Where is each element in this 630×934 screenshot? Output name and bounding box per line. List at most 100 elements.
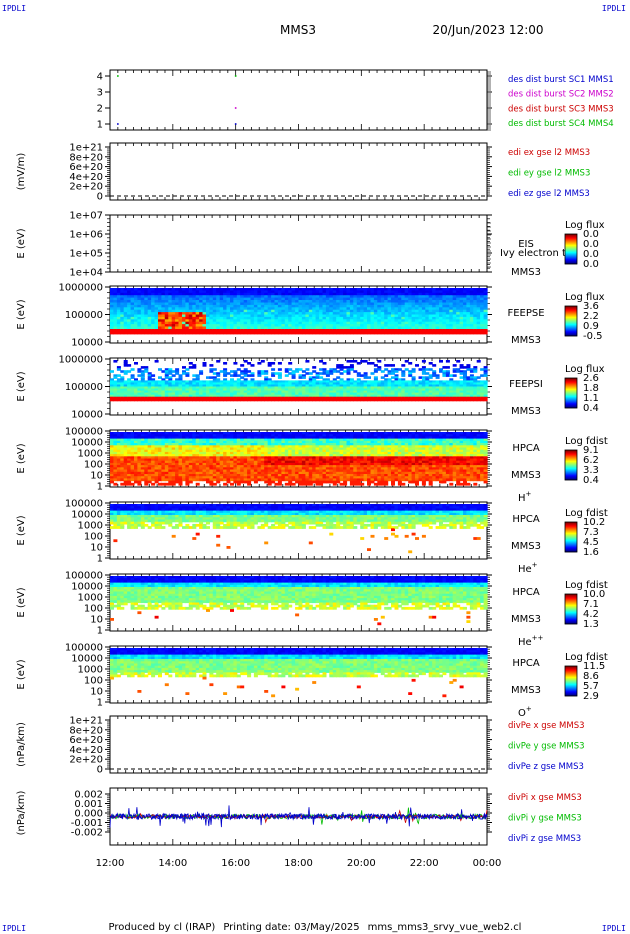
heatmap-cell [171,438,176,442]
heatmap-cell [247,388,252,392]
heatmap-cell [353,321,358,325]
heatmap-cell [140,331,145,335]
heatmap-cell [288,394,293,398]
heatmap-cell [404,390,409,394]
heatmap-cell [428,307,433,311]
heatmap-cell [277,309,282,313]
heatmap-cell [120,295,125,299]
heatmap-cell [415,292,419,296]
heatmap-cell [336,307,341,311]
heatmap-cell [260,295,265,299]
heatmap-cell [188,386,193,390]
heatmap-cell [178,394,183,398]
heatmap-cell [322,295,327,299]
heatmap-cell [425,384,430,388]
heatmap-cell [137,449,142,453]
heatmap-cell [363,398,368,402]
heatmap-cell [140,438,145,442]
heatmap-cell [110,302,114,306]
heatmap-cell [134,456,138,460]
heatmap-cell [421,307,426,311]
heatmap-cell [192,314,197,318]
heatmap-cell [418,304,423,308]
heatmap-cell [230,380,234,383]
heatmap-cell [315,388,320,392]
heatmap-cell [168,471,173,475]
heatmap-cell [476,329,481,332]
heatmap-cell [250,386,255,390]
heatmap-cell [404,329,409,332]
heatmap-cell [483,388,488,392]
heatmap-cell [329,396,334,400]
heatmap-cell [277,374,282,377]
heatmap-cell [459,366,464,369]
heatmap-cell [421,319,426,323]
heatmap-cell [116,382,121,385]
heatmap-cell [411,370,416,373]
heatmap-cell [137,297,142,301]
y-tick-label: 1e+07 [69,211,103,222]
heatmap-cell [363,384,368,388]
heatmap-cell [147,324,152,328]
heatmap-cell [144,368,149,371]
heatmap-cell [391,326,395,330]
heatmap-cell [140,447,145,451]
heatmap-cell [284,316,289,320]
heatmap-cell [223,290,228,294]
heatmap-cell [209,392,214,396]
heatmap-cell [295,307,300,311]
heatmap-cell [301,302,306,306]
heatmap-cell [449,295,454,299]
heatmap-cell [319,321,324,325]
heatmap-cell [336,396,341,400]
heatmap-cell [336,326,341,330]
heatmap-cell [387,309,392,313]
heatmap-cell [346,295,351,299]
heatmap-cell [219,394,224,398]
heatmap-cell [425,376,430,379]
heatmap-cell [110,394,114,398]
heatmap-cell [353,386,358,390]
heatmap-cell [380,376,385,379]
heatmap-cell [120,314,125,318]
heatmap-cell [161,370,166,373]
heatmap-cell [291,321,296,325]
heatmap-cell [226,329,231,332]
heatmap-cell [178,319,183,323]
heatmap-cell [206,314,210,318]
colorbar-cell [565,331,577,333]
heatmap-cell [428,368,433,371]
heatmap-cell [305,384,310,388]
heatmap-cell [295,316,300,320]
heatmap-cell [134,469,138,473]
heatmap-cell [253,295,258,299]
heatmap-cell [274,304,279,308]
heatmap-cell [305,302,310,306]
heatmap-cell [349,292,354,296]
heatmap-cell [439,382,443,385]
heatmap-cell [308,300,313,303]
heatmap-cell [373,312,378,316]
colorbar-cell [565,398,577,400]
heatmap-cell [137,370,142,373]
heatmap-cell [346,394,351,398]
heatmap-cell [445,384,450,388]
heatmap-cell [325,326,330,330]
heatmap-cell [356,372,361,375]
heatmap-cell [315,398,320,402]
heatmap-cell [161,290,166,294]
heatmap-cell [319,380,324,383]
heatmap-cell [137,319,142,323]
heatmap-cell [127,434,132,437]
heatmap-cell [432,370,437,373]
y-tick-label: 1000000 [58,283,103,294]
heatmap-cell [151,386,156,390]
heatmap-cell [130,368,135,371]
heatmap-cell [271,326,276,330]
heatmap-cell [360,300,365,303]
heatmap-cell [325,290,330,294]
heatmap-cell [305,398,310,402]
heatmap-cell [308,384,313,388]
heatmap-cell [137,394,142,398]
heatmap-cell [415,319,419,323]
